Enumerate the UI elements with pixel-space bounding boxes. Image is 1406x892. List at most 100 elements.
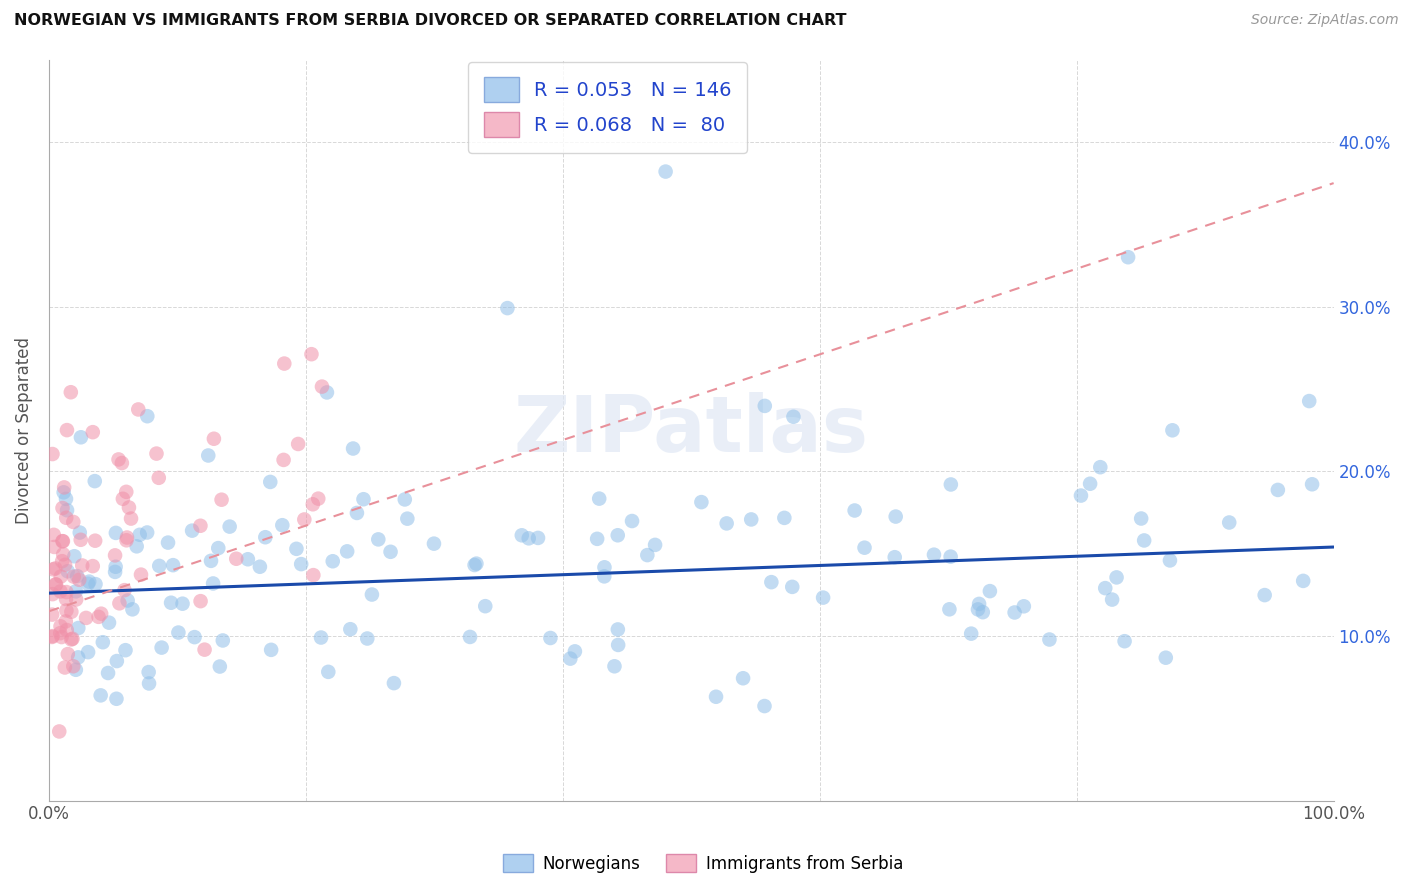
Point bbox=[56, 564, 79, 578]
Point bbox=[346, 506, 368, 520]
Point bbox=[51, 534, 73, 549]
Point bbox=[1133, 533, 1156, 548]
Point bbox=[621, 514, 644, 528]
Point bbox=[53, 480, 76, 494]
Point bbox=[150, 640, 173, 655]
Point bbox=[162, 558, 184, 573]
Point bbox=[105, 691, 128, 706]
Point bbox=[853, 541, 876, 555]
Point bbox=[883, 550, 905, 565]
Point bbox=[307, 491, 329, 506]
Point bbox=[67, 650, 90, 665]
Point bbox=[138, 676, 160, 690]
Point bbox=[114, 643, 136, 657]
Point bbox=[259, 475, 281, 489]
Point bbox=[967, 597, 990, 611]
Point bbox=[45, 577, 67, 591]
Point bbox=[127, 402, 149, 417]
Point bbox=[120, 511, 142, 525]
Point bbox=[1094, 581, 1116, 595]
Point bbox=[1161, 423, 1184, 437]
Point bbox=[322, 554, 344, 568]
Point bbox=[593, 560, 616, 574]
Point bbox=[115, 531, 138, 545]
Point bbox=[52, 534, 75, 549]
Point bbox=[1154, 650, 1177, 665]
Point bbox=[380, 545, 402, 559]
Point bbox=[59, 385, 82, 400]
Point bbox=[606, 623, 628, 637]
Legend: Norwegians, Immigrants from Serbia: Norwegians, Immigrants from Serbia bbox=[496, 847, 910, 880]
Point bbox=[586, 532, 609, 546]
Point bbox=[148, 558, 170, 573]
Point bbox=[190, 518, 212, 533]
Point bbox=[49, 569, 72, 583]
Point bbox=[588, 491, 610, 506]
Point bbox=[382, 676, 405, 690]
Point bbox=[56, 423, 79, 437]
Point bbox=[60, 605, 83, 619]
Point bbox=[939, 549, 962, 564]
Point bbox=[70, 430, 93, 444]
Point bbox=[1038, 632, 1060, 647]
Point bbox=[1090, 460, 1112, 475]
Point bbox=[654, 164, 676, 178]
Point bbox=[41, 630, 63, 644]
Point bbox=[90, 607, 112, 621]
Point bbox=[41, 587, 63, 601]
Point bbox=[98, 615, 121, 630]
Point bbox=[361, 588, 384, 602]
Point bbox=[704, 690, 727, 704]
Point bbox=[287, 437, 309, 451]
Point bbox=[593, 569, 616, 583]
Point bbox=[938, 602, 960, 616]
Point bbox=[636, 548, 658, 562]
Point bbox=[197, 449, 219, 463]
Point bbox=[773, 511, 796, 525]
Point bbox=[273, 357, 295, 371]
Point bbox=[301, 347, 323, 361]
Point bbox=[290, 557, 312, 571]
Point bbox=[302, 568, 325, 582]
Point bbox=[606, 528, 628, 542]
Point bbox=[1012, 599, 1035, 614]
Point bbox=[564, 644, 586, 658]
Point bbox=[218, 519, 240, 533]
Point bbox=[342, 442, 364, 456]
Point bbox=[160, 596, 183, 610]
Point bbox=[396, 511, 419, 525]
Point bbox=[53, 660, 76, 674]
Point bbox=[111, 491, 134, 506]
Point bbox=[157, 535, 180, 549]
Point bbox=[49, 584, 72, 599]
Point bbox=[1253, 588, 1275, 602]
Text: Source: ZipAtlas.com: Source: ZipAtlas.com bbox=[1251, 13, 1399, 28]
Point bbox=[90, 689, 112, 703]
Point bbox=[607, 638, 630, 652]
Point bbox=[780, 580, 803, 594]
Point bbox=[69, 525, 91, 540]
Point bbox=[336, 544, 359, 558]
Point bbox=[716, 516, 738, 531]
Point bbox=[55, 615, 77, 629]
Point bbox=[148, 471, 170, 485]
Point bbox=[273, 453, 295, 467]
Point bbox=[62, 632, 84, 646]
Point bbox=[1114, 634, 1136, 648]
Point bbox=[1292, 574, 1315, 588]
Point bbox=[51, 554, 73, 568]
Point bbox=[84, 577, 107, 591]
Point bbox=[292, 512, 315, 526]
Point bbox=[104, 559, 127, 574]
Point bbox=[83, 474, 105, 488]
Point bbox=[41, 607, 63, 622]
Point bbox=[52, 547, 75, 561]
Point bbox=[254, 530, 277, 544]
Point bbox=[77, 645, 100, 659]
Point bbox=[356, 632, 378, 646]
Text: NORWEGIAN VS IMMIGRANTS FROM SERBIA DIVORCED OR SEPARATED CORRELATION CHART: NORWEGIAN VS IMMIGRANTS FROM SERBIA DIVO… bbox=[14, 13, 846, 29]
Point bbox=[115, 484, 138, 499]
Point bbox=[41, 629, 63, 643]
Point bbox=[42, 528, 65, 542]
Point bbox=[301, 497, 323, 511]
